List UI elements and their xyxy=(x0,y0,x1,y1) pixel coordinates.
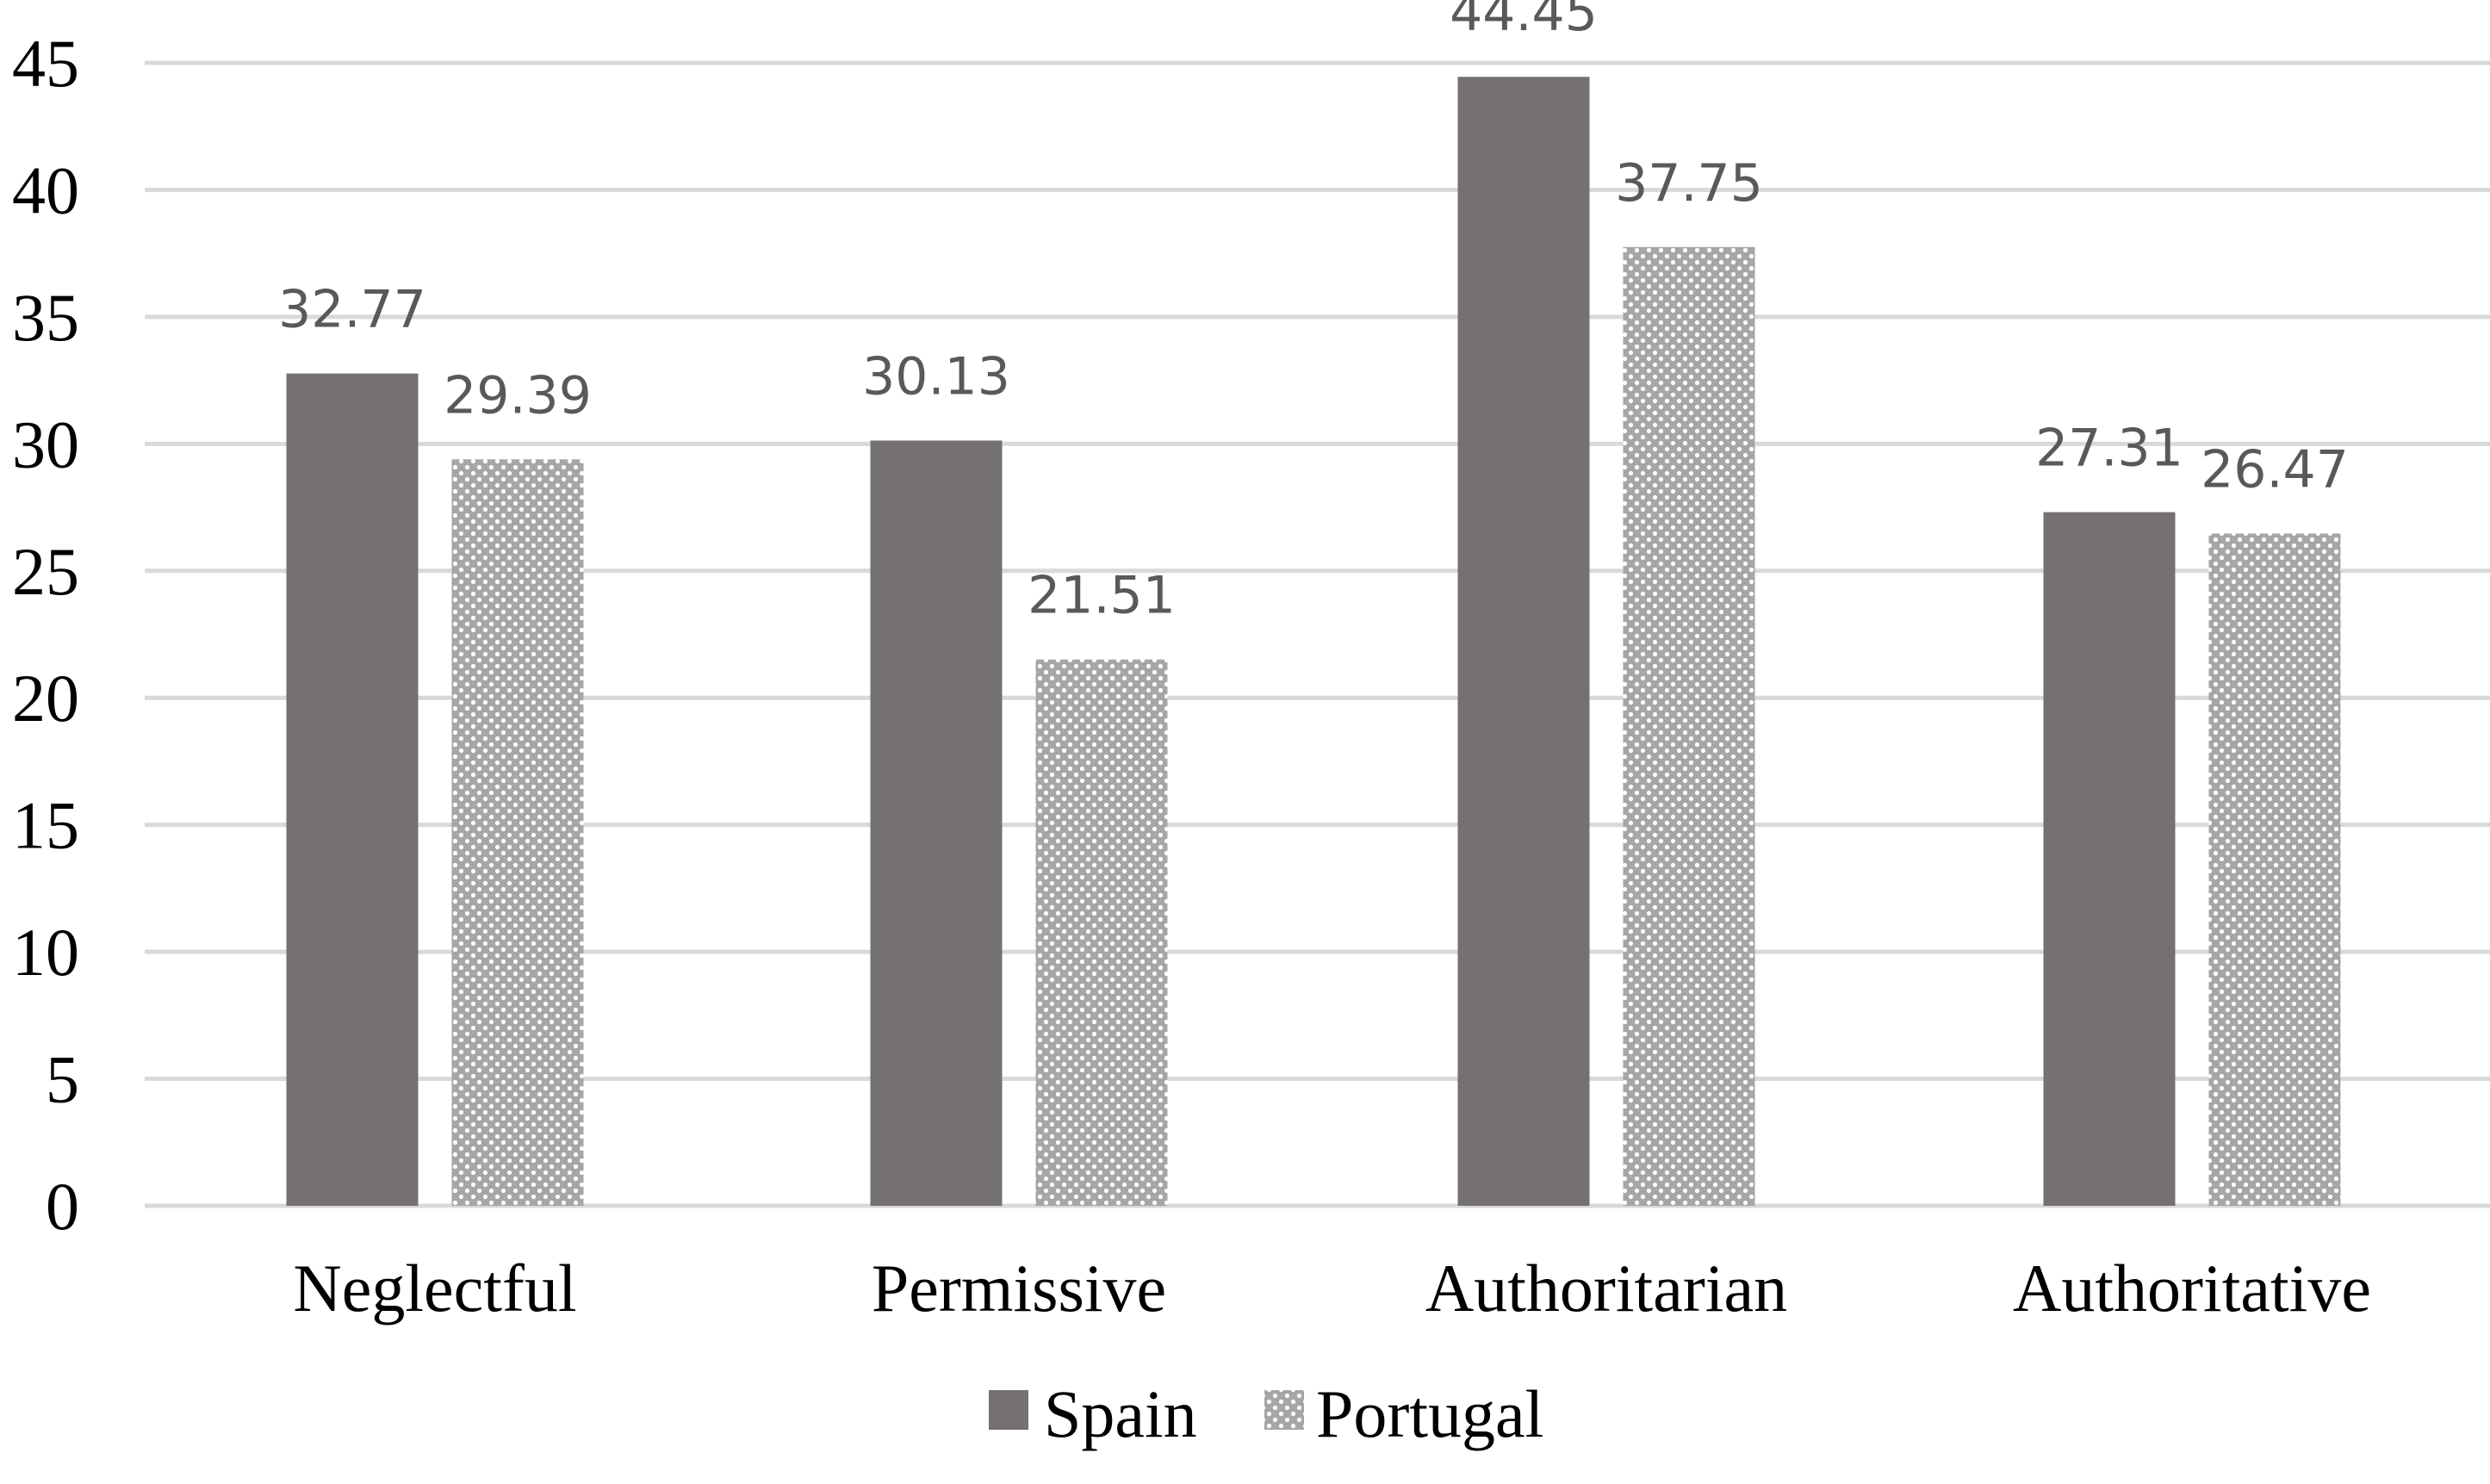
bars xyxy=(286,77,2341,1207)
data-label-portugal-authoritative: 26.47 xyxy=(2201,439,2349,500)
bar-portugal-neglectful xyxy=(451,459,584,1206)
y-tick-label-45: 45 xyxy=(12,26,79,101)
x-axis-categories: Neglectful Permissive Authoritarian Authori… xyxy=(293,1251,2371,1326)
y-tick-label-40: 40 xyxy=(12,152,79,227)
legend: Spain Portugal xyxy=(989,1376,1543,1451)
legend-swatch-portugal xyxy=(1264,1390,1304,1430)
y-tick-label-25: 25 xyxy=(12,534,79,609)
y-tick-label-15: 15 xyxy=(12,788,79,863)
x-category-label-authoritarian: Authoritarian xyxy=(1425,1251,1787,1326)
legend-label-portugal: Portugal xyxy=(1316,1376,1543,1451)
legend-label-spain: Spain xyxy=(1044,1376,1197,1451)
bar-portugal-authoritative xyxy=(2208,533,2341,1206)
data-label-spain-authoritarian: 44.45 xyxy=(1450,0,1598,43)
bar-portugal-authoritarian xyxy=(1623,246,1755,1206)
data-labels: 32.77 30.13 44.45 27.31 29.39 21.51 37.75 26.47 xyxy=(278,0,2349,626)
y-axis-ticks: 0 5 10 15 20 25 30 35 40 45 xyxy=(12,26,79,1244)
legend-swatch-spain xyxy=(989,1390,1028,1430)
data-label-spain-authoritative: 27.31 xyxy=(2035,419,2183,479)
x-category-label-neglectful: Neglectful xyxy=(293,1251,576,1326)
y-tick-label-20: 20 xyxy=(12,661,79,736)
data-label-spain-permissive: 30.13 xyxy=(862,346,1010,407)
bar-spain-authoritative xyxy=(2043,512,2176,1206)
x-category-label-permissive: Permissive xyxy=(872,1251,1166,1326)
y-tick-label-30: 30 xyxy=(12,407,79,481)
bar-spain-permissive xyxy=(870,440,1003,1207)
data-label-portugal-authoritarian: 37.75 xyxy=(1615,153,1763,214)
y-tick-label-5: 5 xyxy=(46,1042,79,1117)
bar-spain-authoritarian xyxy=(1457,77,1590,1207)
x-category-label-authoritative: Authoritative xyxy=(2013,1251,2371,1326)
bar-spain-neglectful xyxy=(286,373,419,1206)
bar-portugal-permissive xyxy=(1035,659,1168,1206)
data-label-portugal-neglectful: 29.39 xyxy=(444,365,592,425)
y-tick-label-10: 10 xyxy=(12,915,79,990)
y-tick-label-35: 35 xyxy=(12,280,79,355)
data-label-spain-neglectful: 32.77 xyxy=(278,280,426,340)
data-label-portugal-permissive: 21.51 xyxy=(1028,566,1176,626)
y-tick-label-0: 0 xyxy=(46,1169,79,1244)
